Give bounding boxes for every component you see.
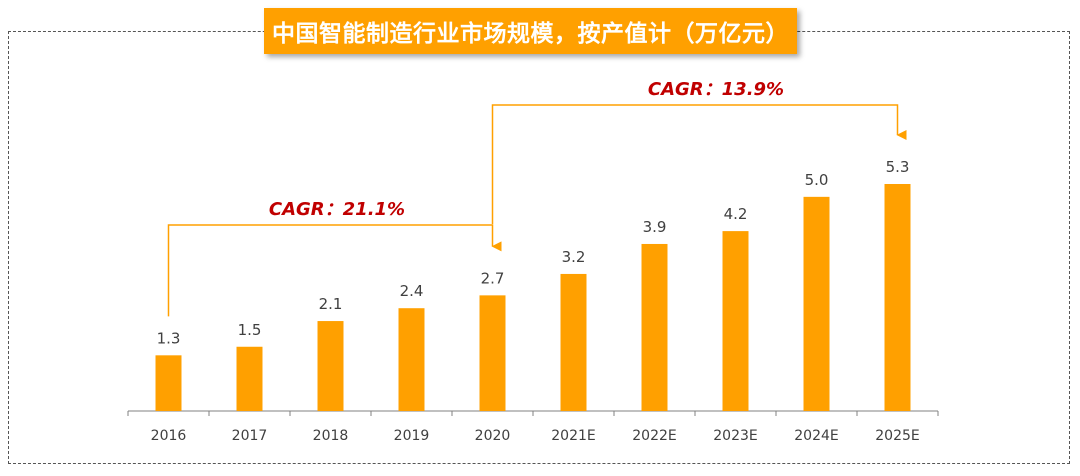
cagr-annotations: CAGR：21.1% CAGR：13.9% <box>167 79 907 317</box>
bar-2016 <box>155 355 182 411</box>
x-tick-label-2021E: 2021E <box>551 428 595 444</box>
value-label-2016: 1.3 <box>157 329 181 347</box>
value-label-2022E: 3.9 <box>643 218 667 236</box>
cagr-bracket-2 <box>491 104 907 224</box>
value-label-2019: 2.4 <box>400 282 424 300</box>
x-tick-label-2025E: 2025E <box>875 428 919 444</box>
value-label-2021E: 3.2 <box>562 248 586 266</box>
chart-title-box: 中国智能制造行业市场规模，按产值计（万亿元） <box>264 8 797 54</box>
value-label-2018: 2.1 <box>319 295 343 313</box>
x-tick-label-2024E: 2024E <box>794 428 838 444</box>
cagr-bracket-1 <box>167 224 502 317</box>
bars-group <box>155 184 911 411</box>
bar-2021E <box>560 273 587 411</box>
bar-2020 <box>479 295 506 411</box>
bar-2022E <box>641 243 668 411</box>
x-tick-label-2022E: 2022E <box>632 428 676 444</box>
x-tick-label-2023E: 2023E <box>713 428 757 444</box>
x-tick-label-2017: 2017 <box>232 428 268 444</box>
bar-2024E <box>803 196 830 411</box>
x-tick-label-2018: 2018 <box>313 428 349 444</box>
x-axis-ticks <box>127 411 939 416</box>
bar-2018 <box>317 321 344 411</box>
bar-2019 <box>398 308 425 411</box>
x-tick-label-2020: 2020 <box>475 428 511 444</box>
chart-title: 中国智能制造行业市场规模，按产值计（万亿元） <box>272 21 789 47</box>
value-label-2020: 2.7 <box>481 269 505 287</box>
cagr-label-2: CAGR：13.9% <box>648 79 784 100</box>
value-labels-group: 1.3 1.5 2.1 2.4 2.7 3.2 3.9 4.2 5.0 5.3 <box>157 158 910 347</box>
x-tick-label-2016: 2016 <box>151 428 187 444</box>
bar-2017 <box>236 346 263 411</box>
cagr-label-1: CAGR：21.1% <box>269 199 405 220</box>
bar-2025E <box>884 184 911 411</box>
value-label-2017: 1.5 <box>238 321 262 339</box>
value-label-2023E: 4.2 <box>724 205 748 223</box>
bar-2023E <box>722 231 749 411</box>
value-label-2024E: 5.0 <box>805 171 829 189</box>
x-tick-labels-group: 2016 2017 2018 2019 2020 2021E 2022E 2023E 2024E… <box>151 428 920 444</box>
x-tick-label-2019: 2019 <box>394 428 430 444</box>
value-label-2025E: 5.3 <box>886 158 910 176</box>
